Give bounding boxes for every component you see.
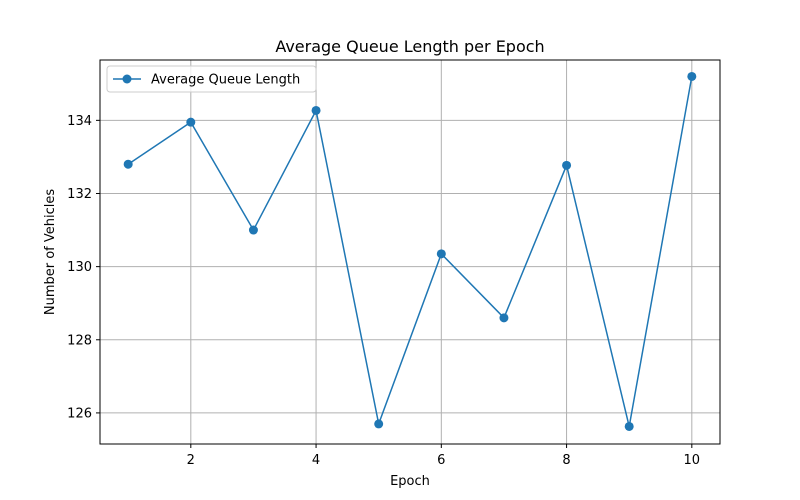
x-axis-label: Epoch xyxy=(390,474,430,489)
legend-box xyxy=(106,65,317,93)
y-tick-label: 134 xyxy=(67,114,92,129)
data-point xyxy=(562,160,572,170)
data-point xyxy=(687,71,697,81)
data-point xyxy=(436,249,446,259)
series-group xyxy=(123,71,697,431)
x-tick-label: 6 xyxy=(437,453,445,468)
y-tick-label: 126 xyxy=(67,406,92,421)
plot-area-frame xyxy=(99,59,721,445)
y-tick-label: 132 xyxy=(67,187,92,202)
y-axis-label: Number of Vehicles xyxy=(43,189,58,316)
data-point xyxy=(624,421,634,431)
y-tick-label: 128 xyxy=(67,333,92,348)
data-point xyxy=(186,117,196,127)
data-point xyxy=(374,419,384,429)
data-point xyxy=(123,159,133,169)
data-point xyxy=(311,105,321,115)
legend-marker xyxy=(122,74,132,84)
series-line xyxy=(127,76,693,428)
axis-ticks: 2 4 6 8 10 126 128 130 132 134 xyxy=(67,114,700,468)
x-tick-label: 8 xyxy=(562,453,570,468)
x-tick-label: 2 xyxy=(187,453,195,468)
data-point xyxy=(499,313,509,323)
legend: Average Queue Length xyxy=(106,65,317,93)
x-tick-label: 10 xyxy=(684,453,701,468)
legend-label: Average Queue Length xyxy=(151,73,300,88)
x-tick-label: 4 xyxy=(312,453,320,468)
chart-title: Average Queue Length per Epoch xyxy=(275,37,544,56)
y-tick-label: 130 xyxy=(67,260,92,275)
grid xyxy=(100,60,720,444)
data-point xyxy=(248,225,258,235)
